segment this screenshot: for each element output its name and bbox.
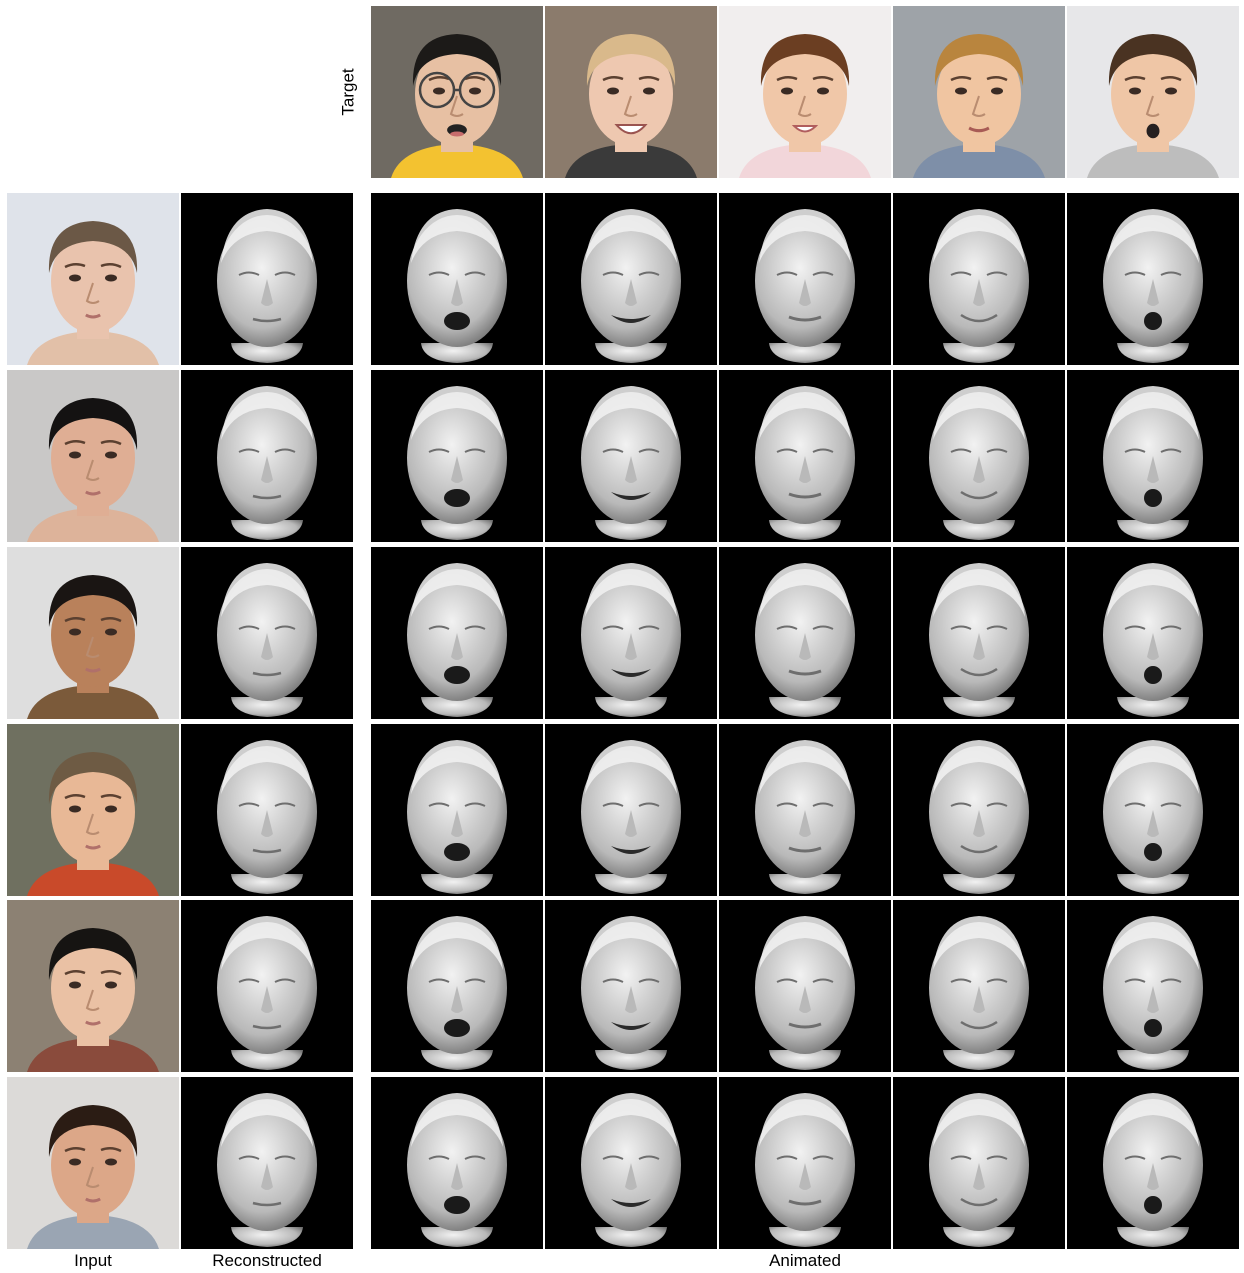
- animated-mesh-6-5: [1067, 1077, 1239, 1249]
- target-photo-1: [371, 6, 543, 178]
- animated-mesh-4-4: [893, 724, 1065, 896]
- animated-mesh-3-5: [1067, 547, 1239, 719]
- target-photo-4: [893, 6, 1065, 178]
- input-photo-3: [7, 547, 179, 719]
- reconstructed-mesh-2: [181, 370, 353, 542]
- reconstructed-mesh-3: [181, 547, 353, 719]
- animated-mesh-1-5: [1067, 193, 1239, 365]
- animated-mesh-4-1: [371, 724, 543, 896]
- reconstructed-column-label: Reconstructed: [212, 1251, 322, 1270]
- animated-mesh-2-3: [719, 370, 891, 542]
- target-photo-2: [545, 6, 717, 178]
- input-photo-4: [7, 724, 179, 896]
- target-photo-3: [719, 6, 891, 178]
- animated-mesh-3-4: [893, 547, 1065, 719]
- animated-mesh-6-2: [545, 1077, 717, 1249]
- animated-mesh-1-1: [371, 193, 543, 365]
- animated-mesh-5-4: [893, 900, 1065, 1072]
- animated-mesh-6-1: [371, 1077, 543, 1249]
- target-label: Target: [336, 6, 362, 178]
- animated-mesh-4-2: [545, 724, 717, 896]
- animated-mesh-3-1: [371, 547, 543, 719]
- input-photo-6: [7, 1077, 179, 1249]
- animated-mesh-5-2: [545, 900, 717, 1072]
- animated-mesh-6-3: [719, 1077, 891, 1249]
- animated-mesh-3-3: [719, 547, 891, 719]
- input-column-label: Input: [74, 1251, 112, 1270]
- reconstructed-mesh-4: [181, 724, 353, 896]
- animated-mesh-1-4: [893, 193, 1065, 365]
- animated-column-label: Animated: [769, 1251, 841, 1270]
- animated-mesh-2-2: [545, 370, 717, 542]
- target-label-text: Target: [339, 68, 358, 116]
- animated-mesh-1-2: [545, 193, 717, 365]
- animated-mesh-3-2: [545, 547, 717, 719]
- animated-mesh-1-3: [719, 193, 891, 365]
- animated-mesh-6-4: [893, 1077, 1065, 1249]
- animated-mesh-2-5: [1067, 370, 1239, 542]
- animated-mesh-5-1: [371, 900, 543, 1072]
- animated-mesh-2-4: [893, 370, 1065, 542]
- animated-mesh-4-3: [719, 724, 891, 896]
- target-photo-5: [1067, 6, 1239, 178]
- reconstructed-mesh-5: [181, 900, 353, 1072]
- reconstructed-mesh-1: [181, 193, 353, 365]
- input-photo-1: [7, 193, 179, 365]
- input-photo-5: [7, 900, 179, 1072]
- input-photo-2: [7, 370, 179, 542]
- reconstructed-mesh-6: [181, 1077, 353, 1249]
- animated-mesh-2-1: [371, 370, 543, 542]
- animated-mesh-5-3: [719, 900, 891, 1072]
- animated-mesh-4-5: [1067, 724, 1239, 896]
- animated-mesh-5-5: [1067, 900, 1239, 1072]
